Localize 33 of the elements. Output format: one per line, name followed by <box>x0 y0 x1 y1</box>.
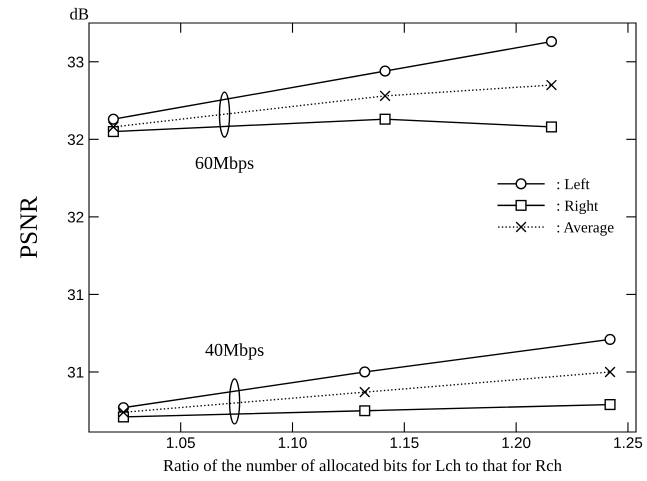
legend-label: : Left <box>557 178 590 190</box>
point <box>359 405 370 416</box>
point <box>546 121 558 132</box>
annotation: 60Mbps <box>196 156 254 173</box>
x-tick-label: 1.05 <box>166 437 195 448</box>
legend-label: : Right <box>557 200 598 214</box>
x-tick-label: 1.15 <box>390 437 419 448</box>
y-tick-label: 32 <box>68 212 84 223</box>
point <box>546 79 558 91</box>
x-tick-label: 1.25 <box>614 437 642 448</box>
point <box>359 386 370 398</box>
point <box>380 66 391 77</box>
annotation: 40Mbps <box>205 343 264 360</box>
point <box>108 121 119 132</box>
point <box>118 406 129 418</box>
point <box>359 366 370 378</box>
point <box>380 90 391 102</box>
point <box>380 114 391 125</box>
point <box>604 334 616 345</box>
x-axis-title: Ratio of the number of allocated bits for Lch to that for Rch <box>164 459 562 472</box>
y-tick-label: 31 <box>68 366 84 378</box>
y-tick-label: 33 <box>68 56 84 68</box>
point <box>604 366 616 378</box>
y-axis-title: PSNR <box>20 196 38 258</box>
y-tick-label: 31 <box>68 289 84 300</box>
point <box>108 114 119 125</box>
legend-label: : Average <box>557 222 614 236</box>
point <box>546 36 558 48</box>
text: dB <box>70 8 88 20</box>
x-tick-label: 1.10 <box>278 437 307 448</box>
y-tick-label: 32 <box>68 134 84 146</box>
point <box>604 398 616 410</box>
x-tick-label: 1.20 <box>502 437 530 448</box>
